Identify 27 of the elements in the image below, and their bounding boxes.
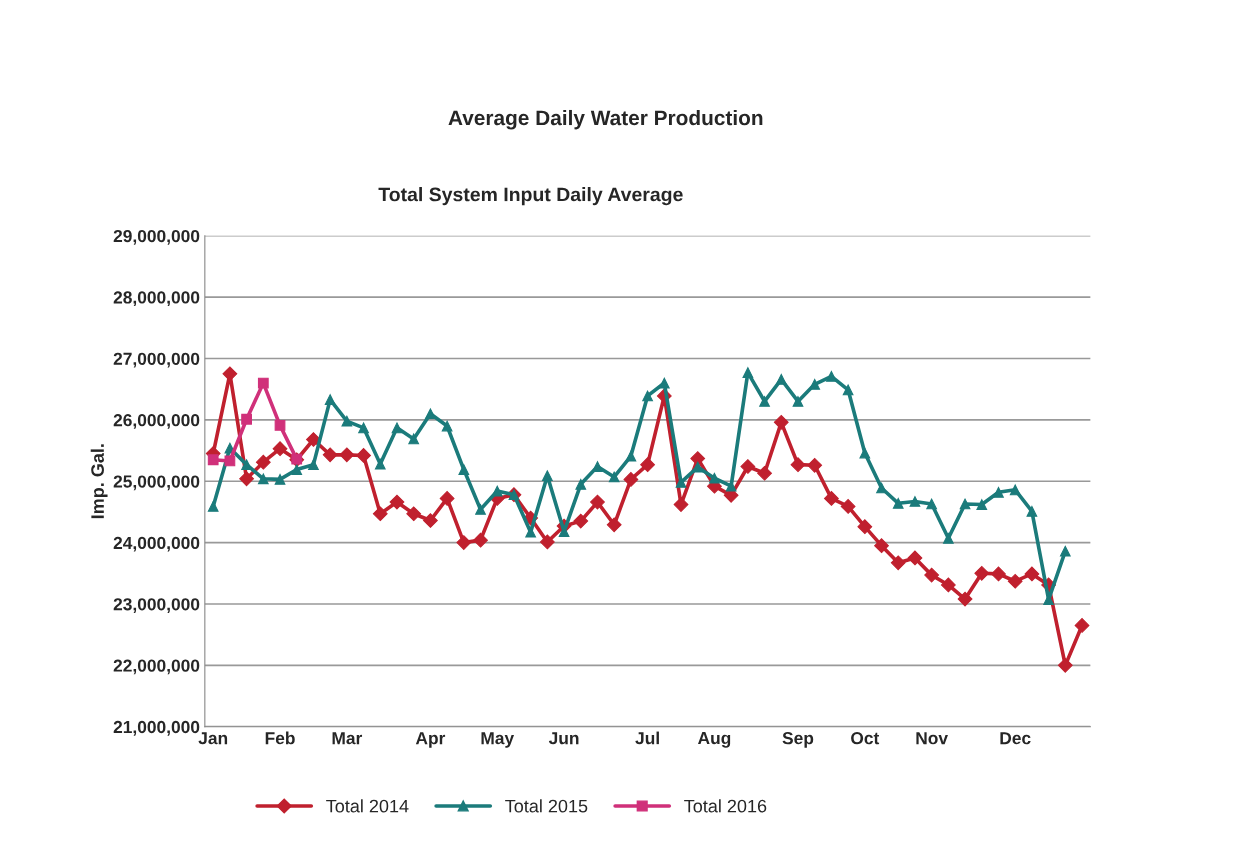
x-tick-label: Feb [265, 731, 295, 745]
legend-label: Total 2015 [505, 799, 588, 813]
y-axis-title: Imp. Gal. [90, 444, 108, 519]
x-tick-label: May [481, 732, 515, 748]
y-tick-label: 22,000,000 [113, 659, 200, 675]
x-tick-label: Mar [332, 732, 363, 745]
x-tick-label: Jan [198, 732, 228, 745]
x-tick-label: Dec [1000, 732, 1031, 745]
x-tick-label: Apr [415, 732, 446, 748]
legend-label: Total 2014 [326, 799, 409, 813]
y-tick-label: 29,000,000 [113, 229, 200, 245]
y-tick-label: 23,000,000 [113, 598, 200, 613]
legend-label: Total 2016 [684, 799, 767, 813]
y-tick-label: 24,000,000 [113, 536, 200, 552]
x-tick-label: Jul [635, 731, 659, 745]
y-tick-label: 21,000,000 [113, 720, 200, 736]
chart-title: Average Daily Water Production [448, 109, 763, 130]
x-tick-label: Jun [548, 732, 579, 745]
y-tick-label: 27,000,000 [113, 352, 200, 368]
chart-subtitle: Total System Input Daily Average [378, 187, 683, 206]
x-tick-label: Sep [782, 732, 814, 748]
y-tick-label: 26,000,000 [113, 414, 200, 429]
x-tick-label: Aug [698, 732, 731, 748]
x-tick-label: Nov [916, 732, 948, 745]
y-tick-label: 28,000,000 [113, 291, 200, 307]
x-tick-label: Oct [851, 732, 880, 745]
y-tick-label: 25,000,000 [113, 475, 200, 491]
